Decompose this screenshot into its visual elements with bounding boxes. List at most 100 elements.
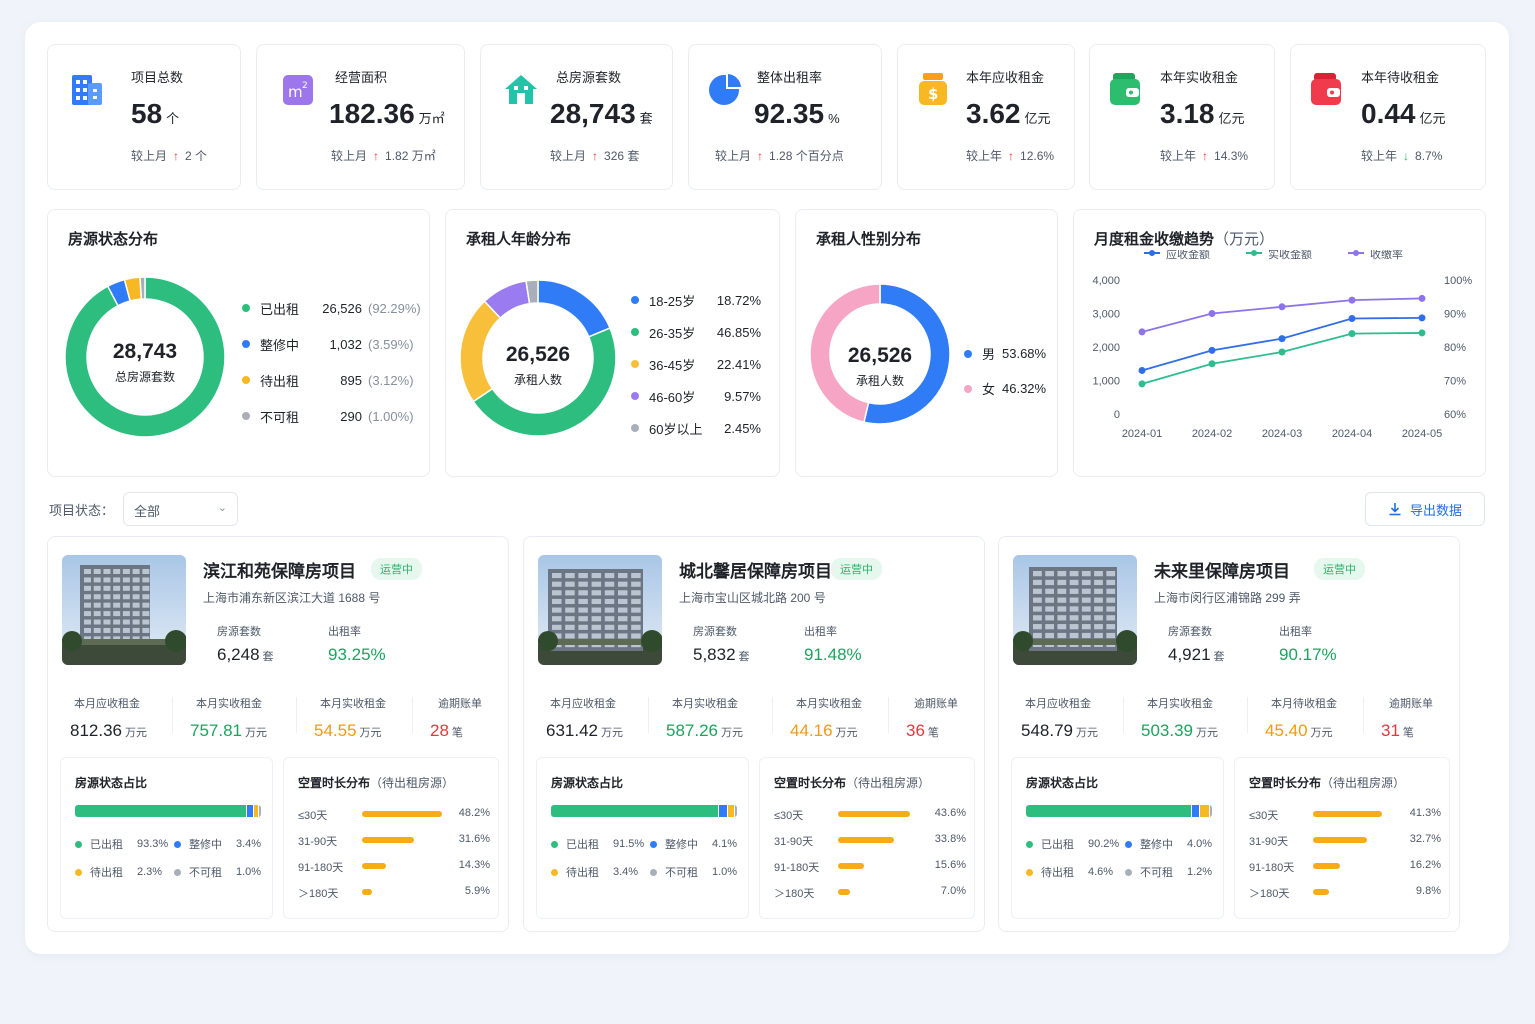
series-point[interactable] bbox=[1348, 315, 1356, 323]
legend-name: 60岁以上 bbox=[649, 421, 703, 437]
legend-count: 895 bbox=[340, 372, 362, 388]
series-point[interactable] bbox=[1278, 303, 1286, 311]
legend-count: 290 bbox=[340, 408, 362, 424]
project-card[interactable]: 滨江和苑保障房项目 运营中 上海市浦东新区滨江大道 1688 号房源套数 6,248 套… bbox=[47, 536, 509, 932]
kpi-compare: 较上月 ↑ 326 套 bbox=[550, 149, 640, 163]
kpi-compare: 较上月 ↑ 2 个 bbox=[131, 149, 208, 163]
legend-item: 60岁以上 2.45% bbox=[631, 412, 766, 444]
status-badge: 运营中 bbox=[371, 558, 422, 580]
kpi-value: 58 个 bbox=[131, 98, 180, 129]
legend-count: 26,526 bbox=[322, 300, 362, 316]
legend-dot bbox=[242, 376, 250, 384]
project-status-select[interactable]: 全部 ⌄ bbox=[123, 492, 238, 526]
chart-legend-item[interactable]: 实收金额 bbox=[1246, 250, 1312, 261]
vacancy-row: ≤30天 48.2% bbox=[298, 806, 490, 822]
kpi-value: 182.36 万㎡ bbox=[329, 98, 445, 129]
status-stacked-bar bbox=[551, 805, 737, 817]
divider bbox=[296, 697, 297, 733]
legend-dot bbox=[75, 840, 82, 848]
vacancy-duration-card: 空置时长分布（待出租房源） ≤30天 41.3% 31-90天 32.7% 91-180天… bbox=[1234, 757, 1450, 919]
donut-slice-1[interactable] bbox=[809, 283, 881, 424]
sub-card-title: 空置时长分布（待出租房源） bbox=[298, 776, 455, 790]
series-point[interactable] bbox=[1138, 366, 1146, 374]
rate-value: 93.25% bbox=[328, 645, 386, 664]
legend-item: 已出租 26,526 (92.29%) bbox=[242, 290, 422, 326]
vacancy-label: ≤30天 bbox=[1249, 810, 1279, 822]
project-photo bbox=[62, 555, 186, 665]
status-legend: 已出租 26,526 (92.29%) 整修中 1,032 (3.59%) 待出租 895 (3… bbox=[242, 290, 422, 434]
rate-label: 出租率 bbox=[328, 626, 361, 638]
project-name[interactable]: 城北馨居保障房项目 bbox=[679, 562, 832, 581]
vacancy-row: ＞180天 7.0% bbox=[774, 884, 966, 900]
status-donut-chart bbox=[64, 276, 226, 438]
donut-slice-0[interactable] bbox=[863, 283, 951, 425]
status-bar-segment bbox=[75, 805, 246, 817]
status-legend-item: 已出租 91.5% bbox=[551, 836, 644, 852]
stat-label: 本月实收租金 bbox=[320, 698, 386, 710]
project-address: 上海市宝山区城北路 200 号 bbox=[679, 591, 826, 605]
donut-slice-1[interactable] bbox=[472, 327, 617, 437]
chart-legend-item[interactable]: 收缴率 bbox=[1348, 250, 1403, 261]
stat-value: 587.26 万元 bbox=[666, 721, 743, 740]
vacancy-pct: 7.0% bbox=[940, 885, 966, 897]
project-card[interactable]: 城北馨居保障房项目 运营中 上海市宝山区城北路 200 号房源套数 5,832 套 出租率… bbox=[523, 536, 985, 932]
stat-value: 503.39 万元 bbox=[1141, 721, 1218, 740]
project-name[interactable]: 未来里保障房项目 bbox=[1154, 562, 1290, 581]
vacancy-label: ＞180天 bbox=[298, 888, 339, 900]
series-point[interactable] bbox=[1208, 310, 1216, 317]
house-icon bbox=[505, 75, 537, 104]
stat-label: 本月实收租金 bbox=[196, 698, 262, 710]
series-point[interactable] bbox=[1418, 294, 1426, 302]
legend-item: 待出租 895 (3.12%) bbox=[242, 362, 422, 398]
wallet-green-icon bbox=[1110, 73, 1140, 105]
donut-slice-3[interactable] bbox=[139, 276, 146, 300]
legend-pct: (3.59%) bbox=[368, 336, 414, 352]
series-point[interactable] bbox=[1208, 346, 1216, 354]
legend-name: 46-60岁 bbox=[649, 389, 696, 405]
project-photo bbox=[1013, 555, 1137, 665]
legend-dot bbox=[1026, 868, 1033, 876]
legend-dot bbox=[631, 328, 639, 336]
status-bar-segment bbox=[246, 805, 253, 817]
chevron-down-icon: ⌄ bbox=[217, 502, 227, 514]
status-stacked-bar bbox=[75, 805, 261, 817]
stat-label: 本月应收租金 bbox=[1025, 698, 1091, 710]
status-bar-segment bbox=[1209, 805, 1212, 817]
export-data-button[interactable]: 导出数据 bbox=[1365, 492, 1485, 526]
legend-name: 男 bbox=[982, 347, 996, 362]
series-point[interactable] bbox=[1418, 314, 1426, 322]
age-legend: 18-25岁 18.72% 26-35岁 46.85% 36-45岁 22.41% 46-6… bbox=[631, 284, 766, 444]
vacancy-pct: 15.6% bbox=[934, 859, 966, 871]
chart-legend-item[interactable]: 应收金额 bbox=[1144, 250, 1210, 261]
arrow-up-icon: ↑ bbox=[757, 149, 764, 163]
legend-name: 已出租 bbox=[260, 301, 300, 317]
donut-slice-0[interactable] bbox=[64, 276, 226, 438]
divider bbox=[1363, 697, 1364, 733]
donut-slice-0[interactable] bbox=[537, 279, 611, 338]
legend-dot bbox=[1125, 840, 1132, 848]
series-point[interactable] bbox=[1208, 360, 1216, 368]
status-bar-segment bbox=[1200, 805, 1209, 817]
kpi-label: 总房源套数 bbox=[556, 70, 622, 85]
legend-item: 36-45岁 22.41% bbox=[631, 348, 766, 380]
project-name[interactable]: 滨江和苑保障房项目 bbox=[203, 562, 356, 581]
series-point[interactable] bbox=[1138, 380, 1146, 388]
status-legend-item: 待出租 2.3% bbox=[75, 864, 162, 880]
series-point[interactable] bbox=[1278, 335, 1286, 343]
series-point[interactable] bbox=[1418, 329, 1426, 337]
arrow-up-icon: ↑ bbox=[592, 149, 599, 163]
units-label: 房源套数 bbox=[217, 626, 261, 638]
rate-label: 出租率 bbox=[1279, 626, 1312, 638]
stat-label: 本月应收租金 bbox=[550, 698, 616, 710]
series-point[interactable] bbox=[1138, 328, 1146, 336]
series-point[interactable] bbox=[1278, 348, 1286, 356]
series-point[interactable] bbox=[1348, 296, 1356, 304]
donut-center-value: 26,526 bbox=[505, 343, 571, 366]
legend-dot bbox=[75, 868, 82, 876]
rent-trend-line-chart: 应收金额 实收金额 收缴率 0 1,000 2,000 3,000 4,000 60% 70% 80… bbox=[1092, 250, 1472, 440]
kpi-label: 经营面积 bbox=[335, 70, 388, 85]
series-point[interactable] bbox=[1348, 330, 1356, 338]
donut-slice-4[interactable] bbox=[525, 279, 539, 305]
legend-dot bbox=[242, 340, 250, 348]
project-card[interactable]: 未来里保障房项目 运营中 上海市闵行区浦锦路 299 弄房源套数 4,921 套 出租率 9… bbox=[998, 536, 1460, 932]
